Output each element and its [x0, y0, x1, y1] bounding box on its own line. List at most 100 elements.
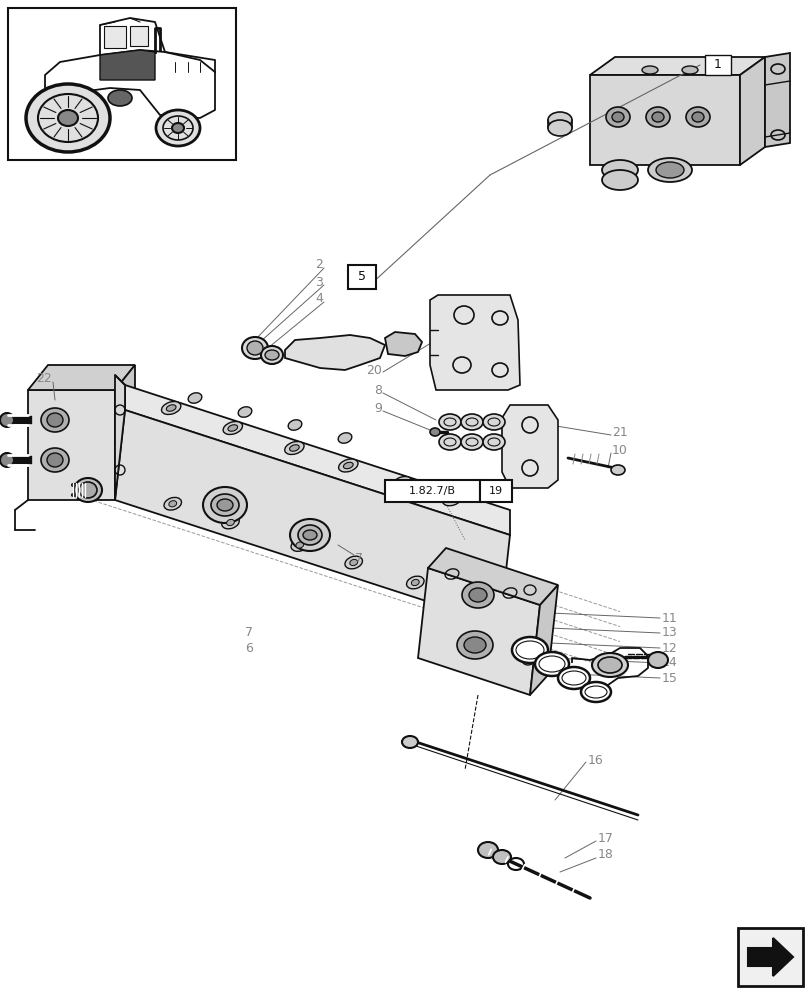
Text: 1: 1: [713, 58, 721, 72]
Bar: [479, 480, 512, 502]
Bar: [737, 928, 802, 986]
Ellipse shape: [401, 736, 418, 748]
Ellipse shape: [411, 579, 418, 586]
Bar: [130, 26, 148, 46]
Ellipse shape: [242, 337, 268, 359]
Ellipse shape: [288, 420, 302, 430]
Polygon shape: [530, 585, 557, 695]
Text: 16: 16: [587, 754, 603, 766]
Ellipse shape: [221, 516, 239, 529]
Text: 11: 11: [661, 611, 677, 624]
Ellipse shape: [610, 465, 624, 475]
Ellipse shape: [647, 158, 691, 182]
Ellipse shape: [397, 480, 406, 486]
Ellipse shape: [647, 652, 667, 668]
Ellipse shape: [74, 478, 102, 502]
Ellipse shape: [457, 631, 492, 659]
Text: 19: 19: [488, 486, 503, 496]
Ellipse shape: [26, 84, 109, 152]
Ellipse shape: [343, 462, 353, 469]
Ellipse shape: [461, 414, 483, 430]
Ellipse shape: [226, 519, 234, 526]
Polygon shape: [427, 548, 557, 605]
Ellipse shape: [295, 542, 303, 548]
Ellipse shape: [47, 413, 63, 427]
Polygon shape: [501, 405, 557, 488]
Ellipse shape: [392, 477, 411, 489]
Ellipse shape: [492, 850, 510, 864]
Ellipse shape: [156, 110, 200, 146]
Text: 14: 14: [661, 656, 677, 670]
Text: 17: 17: [597, 832, 613, 844]
Ellipse shape: [247, 341, 263, 355]
Ellipse shape: [512, 637, 547, 663]
Polygon shape: [115, 410, 509, 625]
Text: 18: 18: [597, 848, 613, 861]
Bar: [384, 480, 479, 502]
Ellipse shape: [547, 112, 571, 128]
Ellipse shape: [478, 842, 497, 858]
Text: 6: 6: [245, 642, 252, 654]
Ellipse shape: [169, 501, 177, 507]
Ellipse shape: [642, 66, 657, 74]
Ellipse shape: [655, 162, 683, 178]
Ellipse shape: [605, 107, 629, 127]
Ellipse shape: [337, 433, 351, 443]
Ellipse shape: [290, 519, 329, 551]
Ellipse shape: [461, 582, 493, 608]
Ellipse shape: [601, 160, 637, 180]
Ellipse shape: [611, 112, 623, 122]
Ellipse shape: [406, 576, 423, 589]
Ellipse shape: [534, 652, 569, 676]
Ellipse shape: [601, 170, 637, 190]
Text: 20: 20: [366, 363, 381, 376]
Polygon shape: [590, 57, 764, 75]
Ellipse shape: [203, 487, 247, 523]
Ellipse shape: [483, 434, 504, 450]
Ellipse shape: [461, 434, 483, 450]
Polygon shape: [430, 295, 519, 390]
Polygon shape: [28, 390, 115, 500]
Text: 2: 2: [315, 258, 323, 271]
Text: 13: 13: [661, 626, 677, 640]
Ellipse shape: [597, 657, 621, 673]
Text: 4: 4: [315, 292, 323, 306]
Polygon shape: [764, 53, 789, 147]
Ellipse shape: [41, 408, 69, 432]
Text: 12: 12: [661, 642, 677, 654]
Ellipse shape: [439, 434, 461, 450]
Ellipse shape: [483, 414, 504, 430]
Polygon shape: [125, 385, 509, 535]
Ellipse shape: [41, 448, 69, 472]
Ellipse shape: [264, 350, 279, 360]
Text: 1.82.7/B: 1.82.7/B: [408, 486, 455, 496]
Ellipse shape: [290, 445, 299, 451]
Polygon shape: [115, 365, 135, 500]
Ellipse shape: [681, 66, 697, 74]
Ellipse shape: [0, 413, 14, 427]
Ellipse shape: [79, 482, 97, 498]
Text: 5: 5: [358, 270, 366, 284]
Ellipse shape: [238, 407, 251, 417]
Ellipse shape: [557, 667, 590, 689]
Ellipse shape: [591, 653, 627, 677]
Ellipse shape: [188, 393, 202, 403]
Bar: [704, 55, 730, 75]
Bar: [348, 265, 375, 289]
Text: 3: 3: [315, 275, 323, 288]
Ellipse shape: [447, 496, 457, 502]
Ellipse shape: [166, 405, 176, 411]
Polygon shape: [285, 335, 384, 370]
Ellipse shape: [223, 422, 242, 434]
Ellipse shape: [260, 346, 283, 364]
Ellipse shape: [47, 453, 63, 467]
Ellipse shape: [345, 556, 362, 569]
Polygon shape: [115, 375, 125, 500]
Ellipse shape: [228, 425, 238, 431]
Text: 9: 9: [374, 401, 381, 414]
Ellipse shape: [161, 402, 181, 414]
Bar: [8, 8, 236, 160]
Ellipse shape: [164, 497, 182, 510]
Ellipse shape: [338, 459, 358, 472]
Ellipse shape: [298, 525, 322, 545]
